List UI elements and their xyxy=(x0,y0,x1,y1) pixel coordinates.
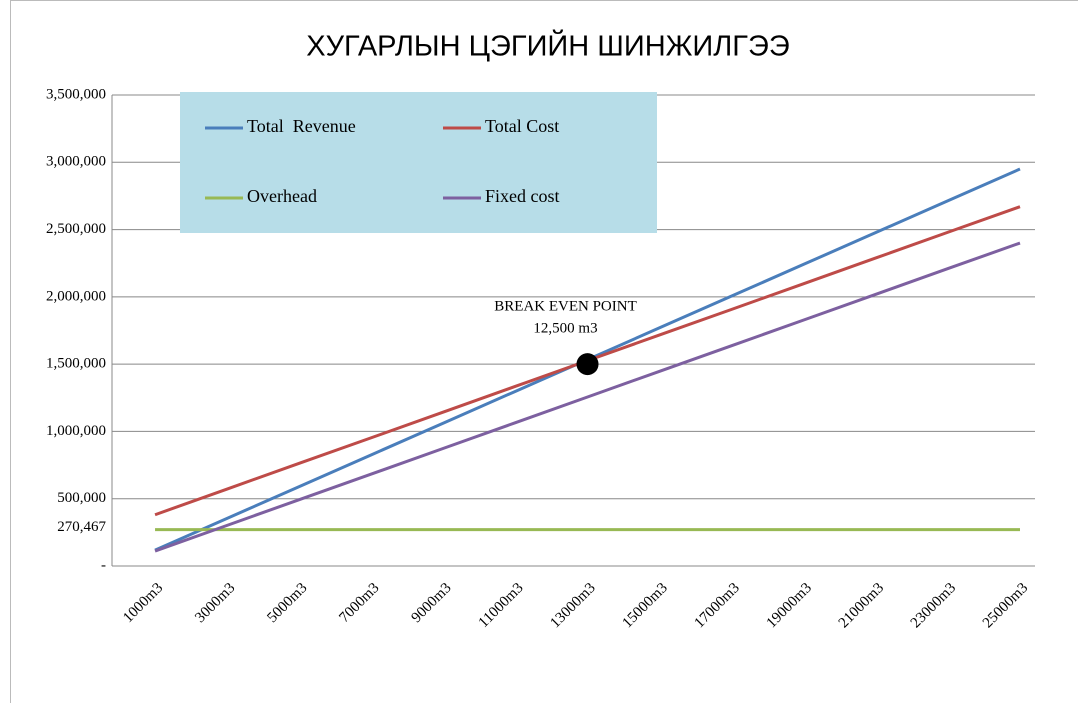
y-annotation: 270,467 xyxy=(57,519,106,535)
legend-box xyxy=(180,92,657,233)
annotation: 12,500 m3 xyxy=(533,321,597,337)
y-tick-label: - xyxy=(101,557,106,573)
legend-label: Total Cost xyxy=(485,116,559,136)
chart-title: ХУГАРЛЫН ЦЭГИЙН ШИНЖИЛГЭЭ xyxy=(306,29,789,63)
x-tick-label: 13000m3 xyxy=(547,580,598,631)
annotation: BREAK EVEN POINT xyxy=(494,299,637,315)
y-tick-label: 3,500,000 xyxy=(46,86,106,102)
x-tick-label: 1000m3 xyxy=(120,580,166,626)
x-tick-label: 3000m3 xyxy=(192,580,238,626)
x-tick-label: 23000m3 xyxy=(908,580,959,631)
y-tick-label: 1,000,000 xyxy=(46,423,106,439)
y-tick-label: 3,000,000 xyxy=(46,154,106,170)
x-tick-label: 17000m3 xyxy=(692,580,743,631)
x-tick-label: 25000m3 xyxy=(980,580,1031,631)
x-tick-label: 5000m3 xyxy=(264,580,310,626)
x-tick-label: 7000m3 xyxy=(336,580,382,626)
series-line xyxy=(154,241,1021,553)
break-even-marker xyxy=(576,353,599,376)
y-tick-label: 2,000,000 xyxy=(46,288,106,304)
legend-label: Overhead xyxy=(247,186,317,206)
x-tick-label: 9000m3 xyxy=(409,580,455,626)
y-tick-label: 500,000 xyxy=(57,490,106,506)
x-tick-label: 11000m3 xyxy=(476,580,527,631)
x-tick-label: 19000m3 xyxy=(764,580,815,631)
y-tick-label: 2,500,000 xyxy=(46,221,106,237)
y-tick-label: 1,500,000 xyxy=(46,356,106,372)
x-tick-label: 21000m3 xyxy=(836,580,887,631)
x-tick-label: 15000m3 xyxy=(619,580,670,631)
legend-label: Total Revenue xyxy=(247,116,356,136)
legend-label: Fixed cost xyxy=(485,186,560,206)
